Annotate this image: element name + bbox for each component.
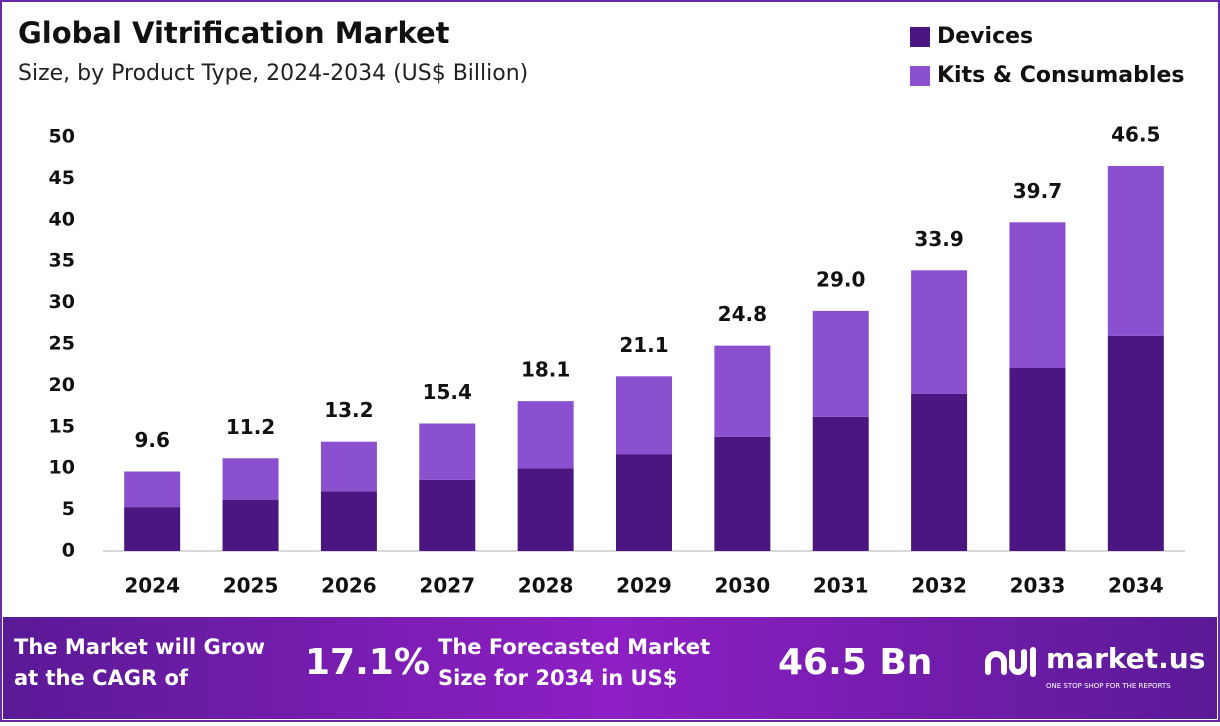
legend-swatch [910,27,930,47]
total-label: 13.2 [324,398,373,422]
x-tick-label: 2028 [518,574,574,598]
bar-segment [222,458,279,500]
x-tick-label: 2026 [321,574,377,598]
y-tick-label: 40 [49,208,75,230]
bar-segment [911,270,968,394]
bar-segment [714,436,771,551]
bar-segment [320,441,377,492]
x-tick-label: 2030 [715,574,771,598]
total-label: 15.4 [423,380,472,404]
x-tick-label: 2027 [419,574,475,598]
cagr-value: 17.1% [305,642,430,683]
bar-segment [812,416,869,551]
bar-segment [517,401,574,469]
legend-label: Devices [937,24,1033,49]
forecast-text: Size for 2034 in US$ [438,666,677,690]
forecast-text: The Forecasted Market [438,635,710,659]
y-tick-label: 35 [49,250,75,272]
forecast-value: 46.5 Bn [778,642,932,683]
logo-text: market.us [1046,642,1205,675]
cagr-text: at the CAGR of [14,666,189,690]
logo-tagline: ONE STOP SHOP FOR THE REPORTS [1046,682,1171,690]
bar-segment [911,393,968,551]
total-label: 39.7 [1013,179,1062,203]
total-label: 46.5 [1111,122,1160,146]
y-tick-label: 25 [49,333,75,355]
x-tick-label: 2029 [616,574,672,598]
x-tick-label: 2033 [1010,574,1066,598]
total-label: 24.8 [718,302,767,326]
bar-segment [222,499,279,551]
bar-segment [419,479,476,551]
y-tick-label: 5 [62,498,75,520]
bar-segment [1107,165,1164,336]
y-tick-label: 20 [49,374,75,396]
bar-segment [1107,335,1164,551]
logo-icon [985,647,1036,677]
y-tick-label: 50 [49,126,75,148]
legend-label: Kits & Consumables [937,63,1184,88]
cagr-text: The Market will Grow [14,635,265,659]
bar-segment [714,345,771,437]
y-tick-label: 15 [49,415,75,437]
bar-segment [517,468,574,551]
x-tick-label: 2034 [1108,574,1164,598]
total-label: 9.6 [134,428,169,452]
legend-swatch [910,66,930,86]
x-tick-label: 2031 [813,574,869,598]
bar-segment [616,376,672,455]
bar-segment [124,507,181,551]
x-tick-label: 2025 [223,574,279,598]
total-label: 33.9 [914,227,963,251]
x-tick-label: 2032 [911,574,967,598]
chart-subtitle: Size, by Product Type, 2024-2034 (US$ Bi… [18,61,528,86]
y-tick-label: 45 [49,167,75,189]
total-label: 18.1 [521,358,570,382]
total-label: 11.2 [226,415,275,439]
bar-segment [320,491,377,551]
x-tick-label: 2024 [124,574,180,598]
total-label: 21.1 [619,333,668,357]
bar-segment [124,471,181,508]
y-tick-label: 10 [49,457,75,479]
y-tick-label: 30 [49,291,75,313]
bar-segment [1009,368,1066,551]
bar-segment [419,423,476,480]
bar-segment [812,310,869,417]
total-label: 29.0 [816,267,865,291]
chart-title: Global Vitrification Market [18,16,450,50]
bar-segment [616,454,672,551]
y-tick-label: 0 [62,540,75,562]
bar-segment [1009,222,1066,369]
